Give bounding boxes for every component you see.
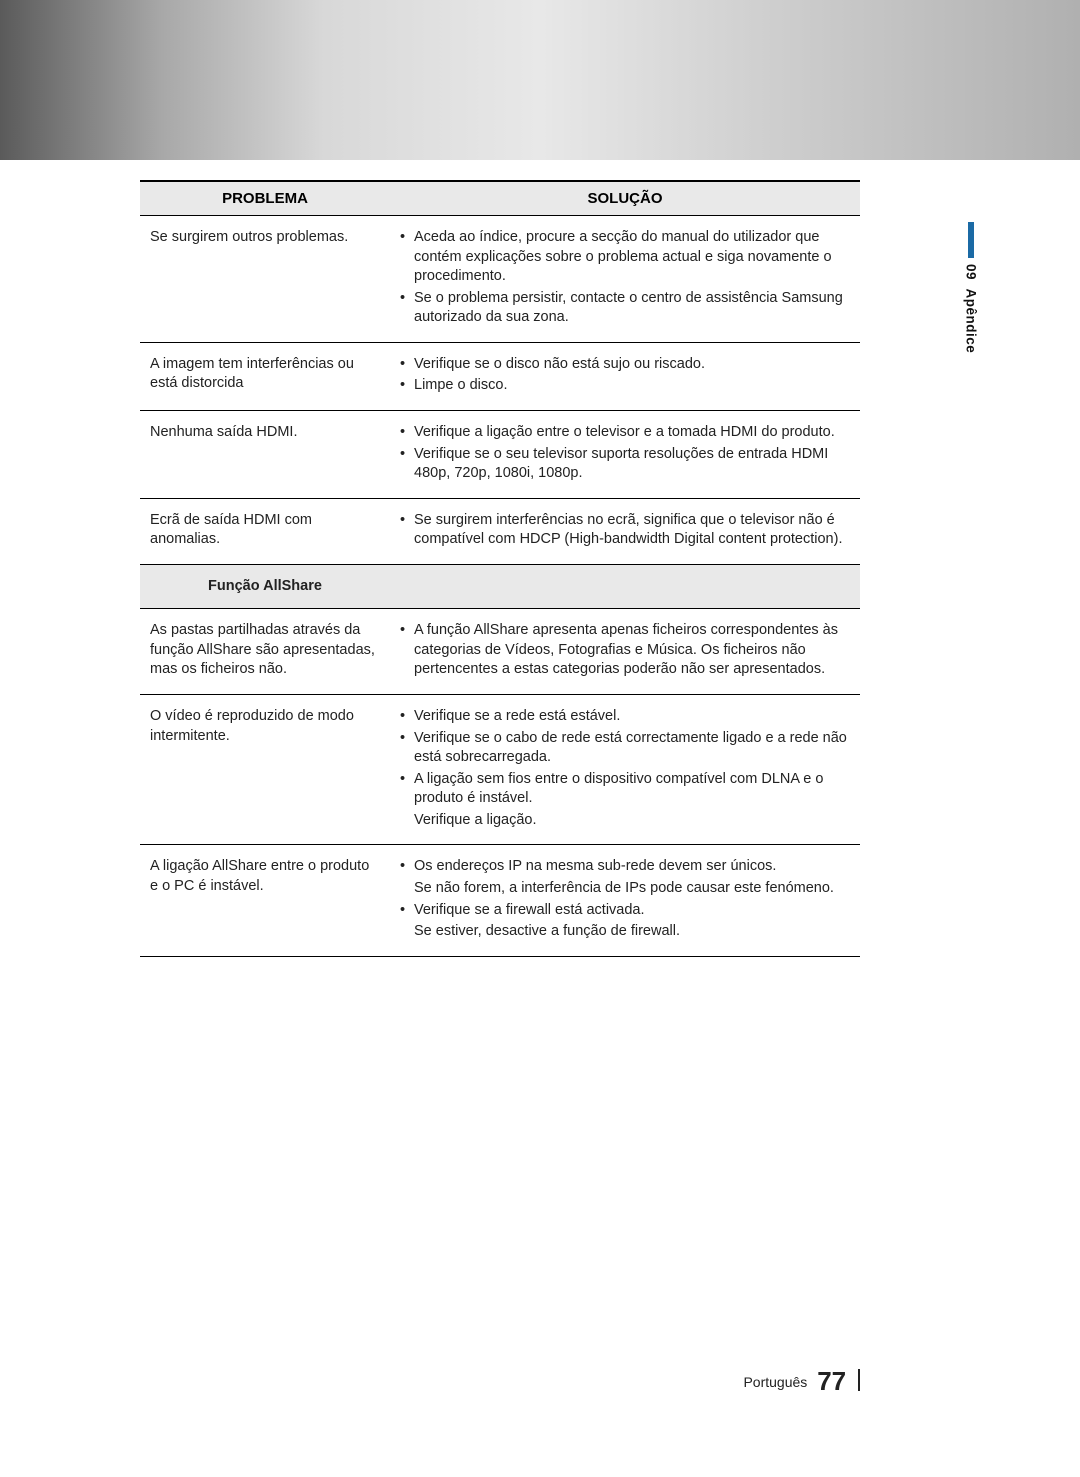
solution-item: Se não forem, a interferência de IPs pod… [400,879,850,899]
chapter-side-tab: 09 Apêndice [962,222,980,358]
solution-cell: Verifique se o disco não está sujo ou ri… [390,342,860,410]
solution-cell: Verifique se a rede está estável.Verifiq… [390,695,860,845]
solution-cell: Verifique a ligação entre o televisor e … [390,410,860,498]
content-area: PROBLEMA SOLUÇÃO Se surgirem outros prob… [140,180,860,957]
problem-cell: A ligação AllShare entre o produto e o P… [140,845,390,956]
table-body: Se surgirem outros problemas.Aceda ao ín… [140,216,860,957]
solution-list: Se surgirem interferências no ecrã, sign… [400,511,850,550]
problem-cell: Ecrã de saída HDMI com anomalias. [140,498,390,564]
side-tab-label: Apêndice [964,289,979,354]
problem-cell: A imagem tem interferências ou está dist… [140,342,390,410]
col-header-problem: PROBLEMA [140,181,390,216]
solution-item: A ligação sem fios entre o dispositivo c… [400,770,850,809]
table-row: Ecrã de saída HDMI com anomalias. Se surg… [140,498,860,564]
solution-list: A função AllShare apresenta apenas fiche… [400,621,850,680]
side-tab-bar [968,222,974,258]
footer-bar [858,1369,860,1391]
solution-list: Aceda ao índice, procure a secção do man… [400,228,850,328]
table-row: A ligação AllShare entre o produto e o P… [140,845,860,956]
solution-item: Verifique a ligação. [400,811,850,831]
solution-list: Os endereços IP na mesma sub-rede devem … [400,857,850,941]
solution-cell: A função AllShare apresenta apenas fiche… [390,609,860,695]
solution-item: A função AllShare apresenta apenas fiche… [400,621,850,680]
solution-item: Os endereços IP na mesma sub-rede devem … [400,857,850,877]
solution-item: Se o problema persistir, contacte o cent… [400,289,850,328]
solution-item: Aceda ao índice, procure a secção do man… [400,228,850,287]
table-row: O vídeo é reproduzido de modo intermiten… [140,695,860,845]
header-gradient-band [0,0,1080,160]
side-tab-text: 09 Apêndice [964,264,979,353]
solution-list: Verifique se o disco não está sujo ou ri… [400,355,850,396]
solution-list: Verifique a ligação entre o televisor e … [400,423,850,484]
col-header-solution: SOLUÇÃO [390,181,860,216]
problem-cell: Nenhuma saída HDMI. [140,410,390,498]
table-row: As pastas partilhadas através da função … [140,609,860,695]
footer-page-number: 77 [817,1366,846,1396]
table-row: Nenhuma saída HDMI. Verifique a ligação e… [140,410,860,498]
solution-cell: Se surgirem interferências no ecrã, sign… [390,498,860,564]
problem-cell: Se surgirem outros problemas. [140,216,390,343]
solution-cell: Aceda ao índice, procure a secção do man… [390,216,860,343]
solution-item: Verifique se o disco não está sujo ou ri… [400,355,850,375]
solution-item: Verifique se o cabo de rede está correct… [400,729,850,768]
solution-item: Verifique se a rede está estável. [400,707,850,727]
section-header: Função AllShare [140,564,390,609]
solution-item: Verifique a ligação entre o televisor e … [400,423,850,443]
solution-item: Limpe o disco. [400,376,850,396]
footer-language: Português [743,1374,807,1390]
troubleshooting-table: PROBLEMA SOLUÇÃO Se surgirem outros prob… [140,180,860,957]
solution-item: Verifique se a firewall está activada. [400,901,850,921]
problem-cell: O vídeo é reproduzido de modo intermiten… [140,695,390,845]
solution-item: Se surgirem interferências no ecrã, sign… [400,511,850,550]
section-blank-cell [390,564,860,609]
table-row: A imagem tem interferências ou está dist… [140,342,860,410]
solution-item: Verifique se o seu televisor suporta res… [400,445,850,484]
table-row: Se surgirem outros problemas.Aceda ao ín… [140,216,860,343]
problem-cell: As pastas partilhadas através da função … [140,609,390,695]
solution-item: Se estiver, desactive a função de firewa… [400,922,850,942]
solution-cell: Os endereços IP na mesma sub-rede devem … [390,845,860,956]
table-row: Função AllShare [140,564,860,609]
page-footer: Português 77 [743,1366,860,1397]
side-tab-number: 09 [964,264,979,280]
solution-list: Verifique se a rede está estável.Verifiq… [400,707,850,830]
